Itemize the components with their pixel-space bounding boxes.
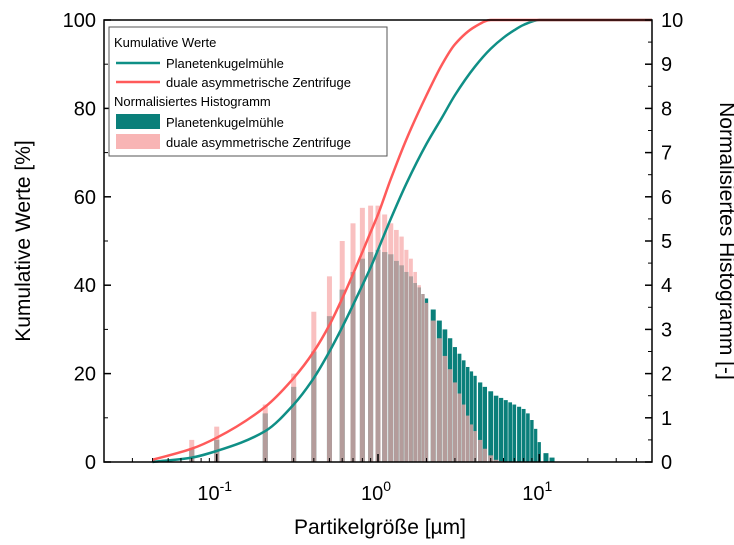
y-right-tick-label: 5: [661, 231, 672, 253]
hist-bar-planetenkugelmuehle: [543, 453, 549, 462]
y-right-tick-label: 10: [661, 10, 683, 32]
y-right-tick-label: 2: [661, 364, 672, 386]
hist-bar-zentrifuge: [461, 404, 466, 462]
cumulative-line-zentrifuge: [152, 18, 652, 461]
hist-bar-zentrifuge: [436, 338, 442, 462]
hist-bar-planetenkugelmuehle: [469, 371, 474, 462]
hist-bar-zentrifuge: [409, 258, 413, 462]
hist-bar-zentrifuge: [375, 205, 381, 462]
legend-label-planetenkugelmuehle-histogram: Planetenkugelmühle: [166, 115, 284, 130]
hist-bar-zentrifuge: [469, 424, 474, 462]
hist-bar-planetenkugelmuehle: [508, 402, 513, 462]
legend: Kumulative Werte Planetenkugelmühle dual…: [108, 26, 388, 157]
hist-bar-planetenkugelmuehle: [473, 375, 477, 462]
hist-bar-planetenkugelmuehle: [549, 457, 555, 462]
hist-bar-zentrifuge: [326, 276, 332, 462]
hist-bar-zentrifuge: [417, 285, 421, 462]
y-right-tick-label: 6: [661, 187, 672, 209]
hist-bar-planetenkugelmuehle: [526, 413, 530, 462]
hist-bar-zentrifuge: [214, 426, 220, 462]
hist-bar-zentrifuge: [189, 439, 195, 462]
y-right-tick-label: 7: [661, 143, 672, 165]
hist-bar-planetenkugelmuehle: [466, 366, 470, 462]
legend-label-planetenkugelmuehle-cumulative: Planetenkugelmühle: [166, 56, 284, 71]
hist-bar-planetenkugelmuehle: [530, 420, 534, 462]
legend-group-cumulative: Kumulative Werte: [114, 35, 216, 50]
y-right-tick-label: 9: [661, 54, 672, 76]
hist-bar-zentrifuge: [359, 207, 365, 462]
hist-bar-planetenkugelmuehle: [499, 397, 504, 462]
legend-group-histogram: Normalisiertes Histogramm: [114, 94, 271, 109]
y-right-tick-label: 3: [661, 319, 672, 341]
axes-layer: 0 20 40 60 80 100 0 1 2 3 4 5 6 7 8 9 10 10-1 100 101: [63, 10, 684, 505]
hist-bar-zentrifuge: [424, 302, 429, 462]
legend-label-zentrifuge-cumulative: duale asymmetrische Zentrifuge: [166, 75, 351, 90]
hist-bar-zentrifuge: [421, 294, 425, 462]
hist-bar-zentrifuge: [478, 439, 483, 462]
legend-swatch-planetenkugelmuehle: [116, 114, 160, 129]
hist-bar-zentrifuge: [452, 382, 457, 462]
hist-bar-zentrifuge: [399, 236, 404, 462]
histogram-layer: [189, 205, 555, 462]
hist-bar-zentrifuge: [350, 223, 356, 462]
hist-bar-zentrifuge: [382, 214, 388, 462]
y-right-tick-label: 8: [661, 98, 672, 120]
hist-bar-planetenkugelmuehle: [482, 386, 488, 462]
x-tick-label: 10-1: [197, 478, 232, 505]
cumulative-line-planetenkugelmuehle: [152, 18, 652, 464]
hist-bar-zentrifuge: [291, 373, 297, 462]
hist-bar-zentrifuge: [457, 393, 462, 462]
y-left-tick-label: 100: [63, 10, 96, 32]
hist-bar-zentrifuge: [447, 369, 453, 462]
hist-bar-zentrifuge: [442, 355, 448, 462]
x-tick-label: 100: [361, 478, 391, 505]
y-left-tick-label: 40: [74, 275, 96, 297]
y-right-tick-label: 1: [661, 408, 672, 430]
hist-bar-zentrifuge: [473, 431, 477, 462]
hist-bar-planetenkugelmuehle: [488, 391, 494, 462]
x-tick-label: 101: [522, 478, 552, 505]
y-left-tick-label: 60: [74, 187, 96, 209]
hist-bar-zentrifuge: [394, 229, 399, 462]
hist-bar-planetenkugelmuehle: [537, 442, 541, 462]
hist-bar-zentrifuge: [368, 205, 374, 462]
hist-bar-planetenkugelmuehle: [478, 382, 483, 462]
hist-bar-zentrifuge: [262, 404, 268, 462]
y-left-tick-label: 80: [74, 98, 96, 120]
hist-bar-zentrifuge: [413, 271, 417, 462]
y-right-tick-label: 0: [661, 452, 672, 474]
legend-label-zentrifuge-histogram: duale asymmetrische Zentrifuge: [166, 135, 351, 150]
hist-bar-planetenkugelmuehle: [517, 406, 522, 462]
hist-bar-zentrifuge: [493, 459, 499, 462]
hist-bar-zentrifuge: [466, 415, 470, 462]
hist-bar-planetenkugelmuehle: [493, 395, 499, 462]
hist-bar-zentrifuge: [430, 320, 436, 462]
y-axis-left-label: Kumulative Werte [%]: [12, 140, 35, 342]
hist-bar-planetenkugelmuehle: [503, 400, 508, 462]
y-left-tick-label: 0: [85, 452, 96, 474]
hist-bar-zentrifuge: [339, 241, 345, 462]
hist-bar-planetenkugelmuehle: [512, 404, 517, 462]
y-axis-right-label: Normalisiertes Histogramm [-]: [715, 102, 734, 380]
y-right-tick-label: 4: [661, 275, 672, 297]
hist-bar-zentrifuge: [388, 223, 394, 462]
hist-bar-zentrifuge: [311, 311, 317, 462]
cumulative-lines-layer: [152, 18, 652, 464]
hist-bar-planetenkugelmuehle: [534, 428, 538, 462]
hist-bar-planetenkugelmuehle: [521, 408, 526, 462]
y-left-tick-label: 20: [74, 364, 96, 386]
x-axis-label: Partikelgröße [µm]: [294, 516, 466, 539]
hist-bar-zentrifuge: [482, 448, 488, 462]
hist-bar-zentrifuge: [404, 249, 409, 462]
legend-swatch-zentrifuge: [116, 134, 160, 149]
